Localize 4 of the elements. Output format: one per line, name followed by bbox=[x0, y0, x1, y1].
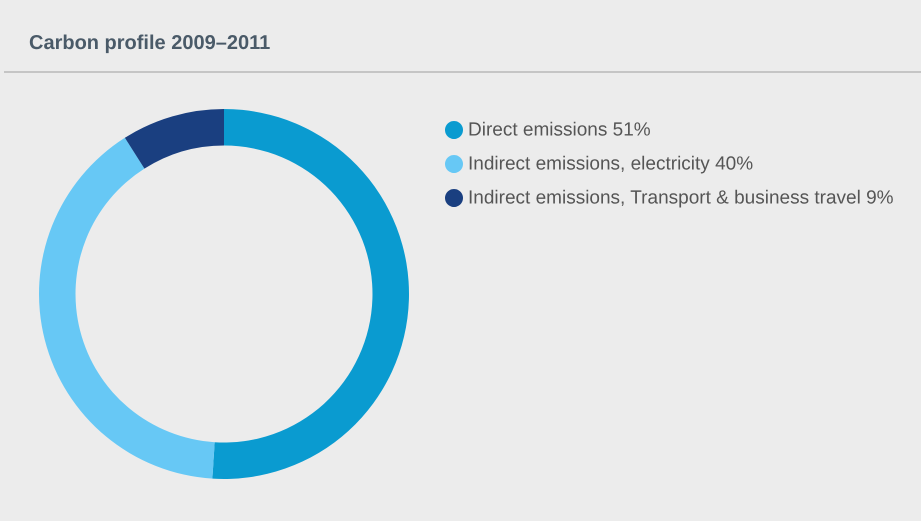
legend-label: Direct emissions 51% bbox=[468, 120, 651, 140]
legend-label: Indirect emissions, Transport & business travel 9% bbox=[468, 188, 894, 208]
chart-title: Carbon profile 2009–2011 bbox=[29, 32, 270, 54]
legend-label: Indirect emissions, electricity 40% bbox=[468, 154, 754, 174]
